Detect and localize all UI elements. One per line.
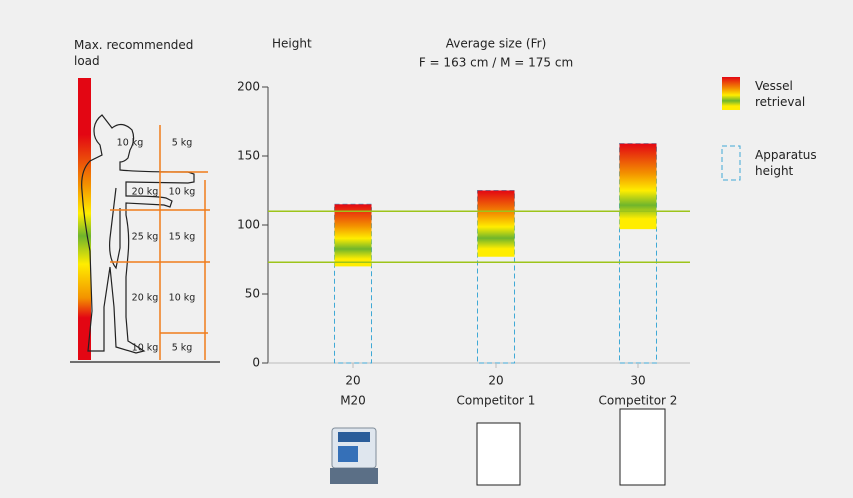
competitor-1-device	[476, 422, 521, 486]
load-label: 10 kg	[169, 293, 196, 304]
load-title: Max. recommended load	[74, 38, 194, 68]
load-label: 10 kg	[132, 343, 159, 354]
chart-title: Average size (Fr)	[446, 37, 547, 51]
load-label: 25 kg	[132, 232, 159, 243]
legend-label: Apparatus height	[755, 148, 817, 178]
y-axis-label: Height	[272, 37, 312, 51]
y-tick-label: 50	[245, 287, 260, 301]
vessel-retrieval	[334, 204, 372, 267]
load-label: 20 kg	[132, 293, 159, 304]
y-tick-label: 0	[252, 356, 260, 370]
size-label: 30	[630, 374, 645, 388]
x-tick-label: M20	[340, 394, 366, 408]
load-label: 15 kg	[169, 232, 196, 243]
human-figure	[81, 114, 195, 354]
y-tick-label: 200	[237, 80, 260, 94]
legend-swatch	[721, 145, 741, 181]
vessel-retrieval	[477, 190, 515, 257]
load-label: 10 kg	[117, 138, 144, 149]
y-tick-label: 150	[237, 149, 260, 163]
y-tick-label: 100	[237, 218, 260, 232]
x-tick-label: Competitor 2	[599, 394, 678, 408]
legend-swatch	[722, 77, 740, 110]
legend-label: Vessel retrieval	[755, 79, 806, 109]
x-tick-label: Competitor 1	[457, 394, 536, 408]
load-label: 5 kg	[172, 343, 193, 354]
load-label: 10 kg	[169, 187, 196, 198]
load-label: 20 kg	[132, 187, 159, 198]
competitor-2-device	[619, 408, 666, 486]
size-label: 20	[488, 374, 503, 388]
load-zone-lines	[110, 125, 210, 360]
vessel-retrieval	[619, 143, 657, 230]
size-label: 20	[345, 374, 360, 388]
load-label: 5 kg	[172, 138, 193, 149]
m20-device	[330, 427, 378, 484]
chart-subtitle: F = 163 cm / M = 175 cm	[419, 56, 573, 70]
